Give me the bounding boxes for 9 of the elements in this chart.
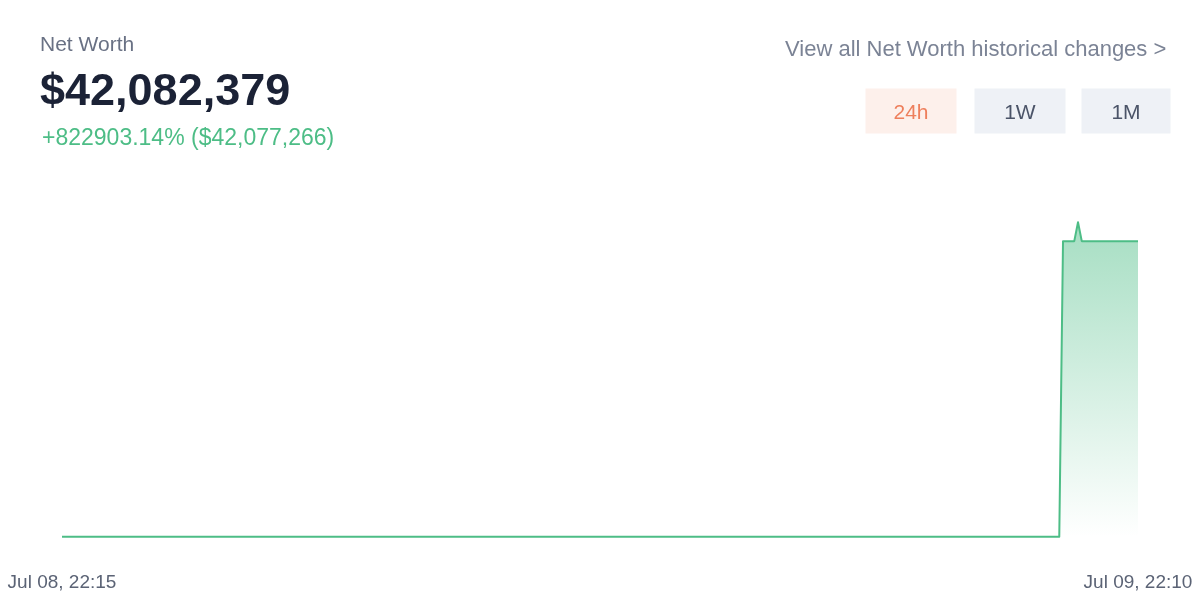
text: +822903.14% ($42,077,266) xyxy=(42,124,335,150)
text: 24h xyxy=(893,99,929,123)
x-tick-label: Jul 08, 22:15 xyxy=(7,571,117,592)
text: 1M xyxy=(1111,99,1141,123)
chart-title: Net Worth xyxy=(40,32,135,56)
chart-subtitle: $42,082,379 xyxy=(40,64,291,115)
x-tick-label: Jul 09, 22:10 xyxy=(1083,571,1193,592)
text: 1W xyxy=(1004,99,1036,123)
text: View all Net Worth historical changes > xyxy=(785,36,1167,61)
